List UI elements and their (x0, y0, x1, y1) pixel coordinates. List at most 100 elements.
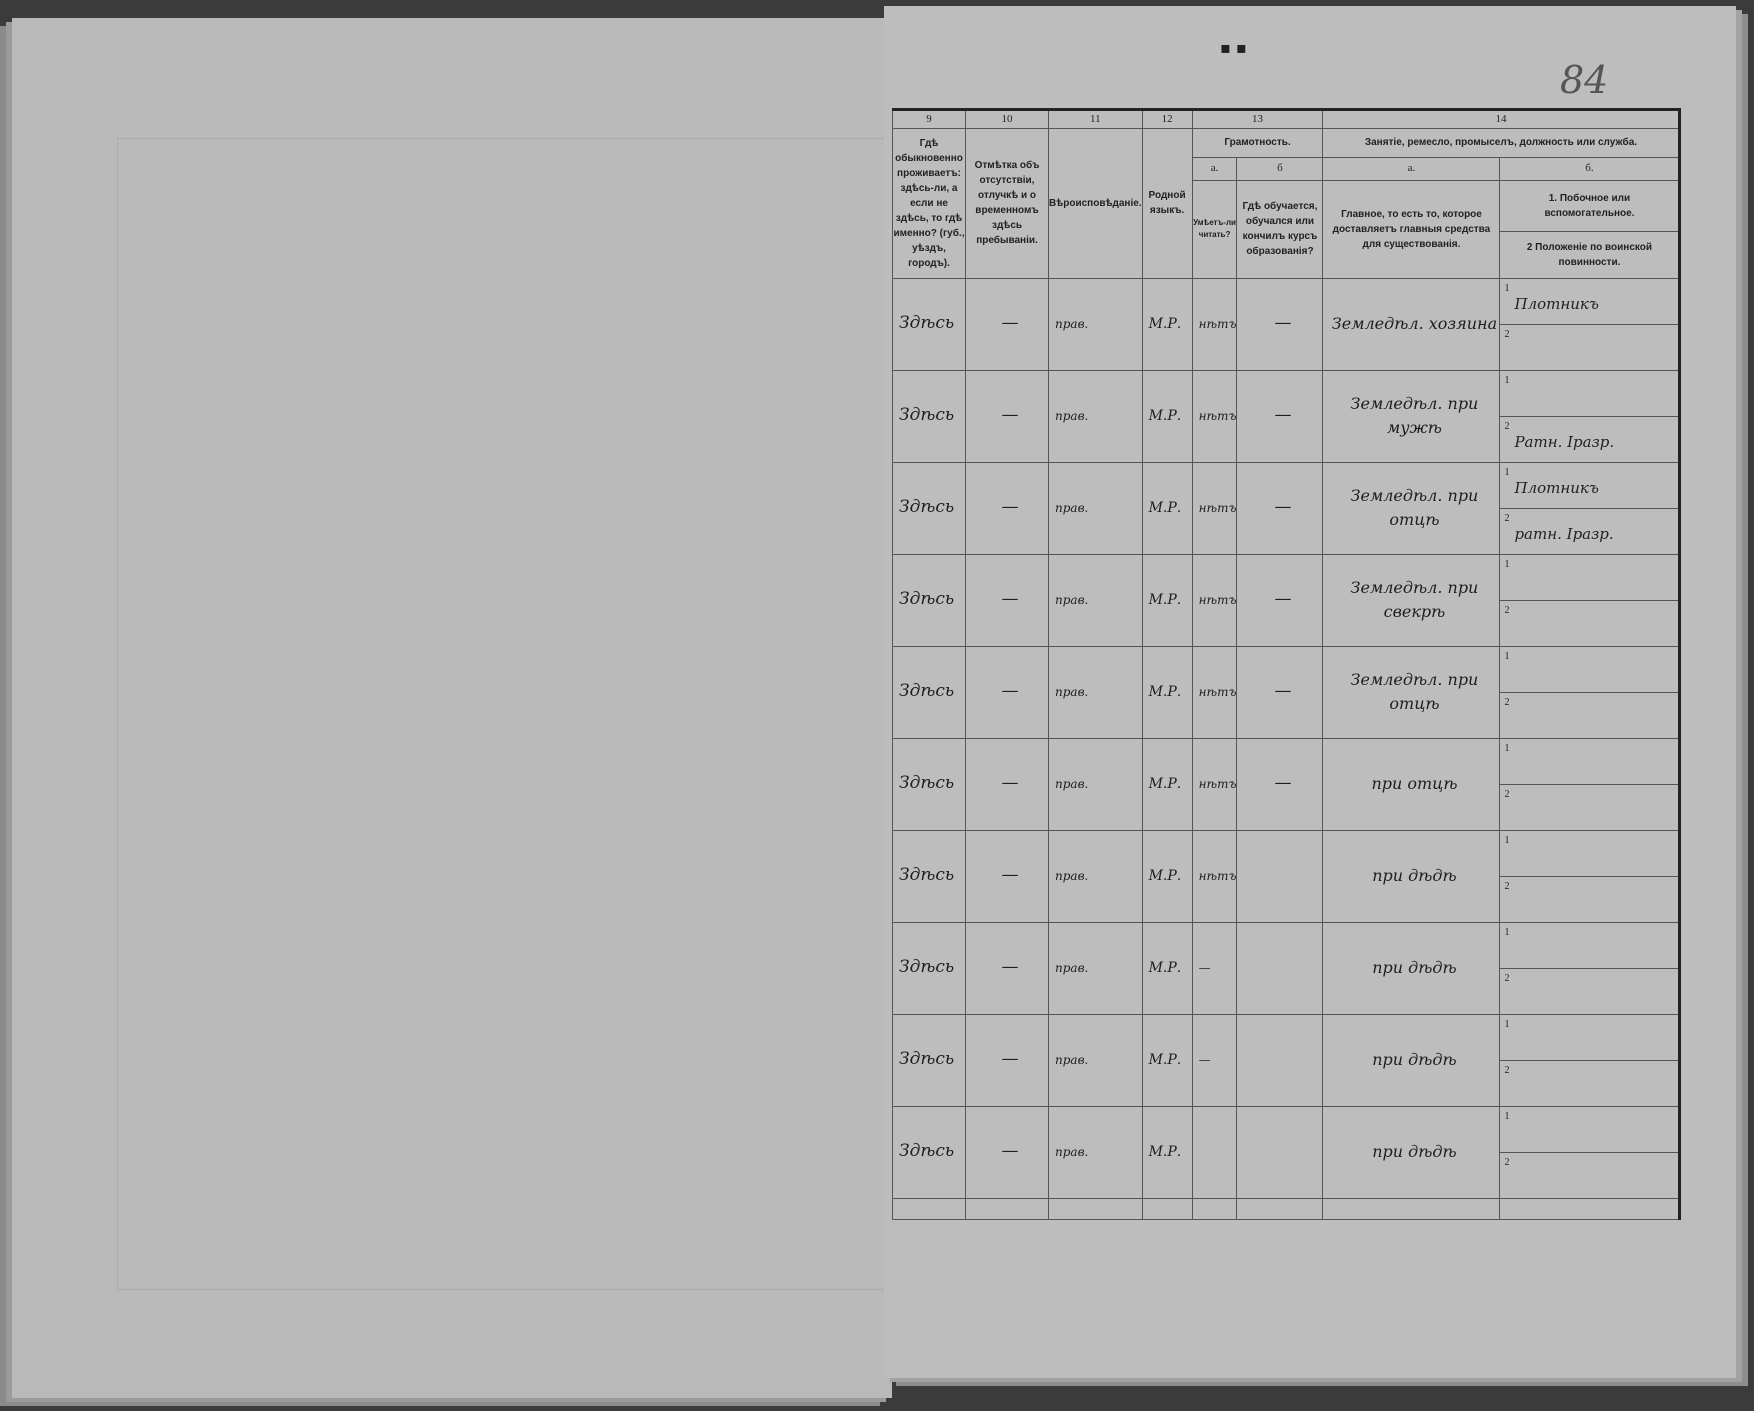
residence-cell: Здѣсь (892, 645, 966, 739)
table-row: Здѣсь — прав. М.Р. нѣтъ при дѣдѣ 1 2 (892, 829, 1681, 923)
table-row: Здѣсь — прав. М.Р. нѣтъ — Земледѣл. хозяина 1 Пл… (892, 277, 1681, 371)
table-row: Здѣсь — прав. М.Р. нѣтъ — Земледѣл. при мужѣ 1 2… (892, 369, 1681, 463)
education-cell: — (1236, 369, 1324, 463)
absence-cell: — (965, 921, 1049, 1015)
side-occupation-cell: 1 2 Ратн. Iразр. (1499, 369, 1681, 463)
sub-label-2: 2 (1504, 788, 1510, 800)
language-cell: М.Р. (1141, 369, 1193, 463)
side-occupation-1: 1 (1500, 647, 1679, 693)
residence-cell: Здѣсь (892, 277, 966, 371)
table-row: Здѣсь — прав. М.Р. при дѣдѣ 1 2 (892, 1105, 1681, 1199)
language-cell: М.Р. (1141, 645, 1193, 739)
table-row: Здѣсь — прав. М.Р. нѣтъ — Земледѣл. при свекрѣ… (892, 553, 1681, 647)
col-number-13: 13 (1191, 109, 1324, 129)
absence-cell: — (965, 553, 1049, 647)
side-occupation-2-text (1500, 877, 1678, 921)
table-row: Здѣсь — прав. М.Р. — при дѣдѣ 1 2 (892, 1013, 1681, 1107)
literacy-cell: нѣтъ (1191, 829, 1238, 923)
absence-cell: — (965, 1013, 1049, 1107)
language-cell: М.Р. (1141, 829, 1193, 923)
main-occupation-cell: при дѣдѣ (1322, 829, 1501, 923)
religion-cell: прав. (1048, 553, 1143, 647)
side-occupation-1: 1 (1500, 1107, 1679, 1153)
side-occupation-2-text: ратн. Iразр. (1514, 524, 1614, 543)
side-occupation-1-text (1500, 555, 1678, 599)
side-occupation-1: 1 Плотникъ (1500, 279, 1679, 325)
sub-label-1: 1 (1504, 466, 1510, 478)
sub-label-2: 2 (1504, 972, 1510, 984)
main-occupation-cell: Земледѣл. хозяина (1322, 277, 1501, 371)
literacy-cell: нѣтъ (1191, 645, 1238, 739)
main-occupation-cell: при дѣдѣ (1322, 1105, 1501, 1199)
absence-cell: — (965, 829, 1049, 923)
sub-label-1: 1 (1504, 926, 1510, 938)
side-occupation-2: 2 (1500, 969, 1678, 1014)
education-cell: — (1236, 737, 1324, 831)
sub-label-2: 2 (1504, 604, 1510, 616)
table-row: Здѣсь — прав. М.Р. — при дѣдѣ 1 2 (892, 921, 1681, 1015)
residence-cell: Здѣсь (892, 1013, 966, 1107)
literacy-cell: нѣтъ (1191, 461, 1238, 555)
col-number-12: 12 (1141, 109, 1193, 129)
sub-label-2: 2 (1504, 328, 1510, 340)
sub-label-2: 2 (1504, 880, 1510, 892)
language-cell: М.Р. (1141, 277, 1193, 371)
sub-label-1: 1 (1504, 282, 1510, 294)
ink-marks: ▪ ▪ (1220, 38, 1247, 57)
side-occupation-1: 1 Плотникъ (1500, 463, 1679, 509)
side-occupation-2-text (1500, 601, 1678, 645)
side-occupation-2: 2 (1500, 325, 1678, 370)
religion-cell: прав. (1048, 369, 1143, 463)
religion-cell: прав. (1048, 461, 1143, 555)
side-occupation-1-text (1500, 647, 1678, 691)
side-occupation-1: 1 (1500, 371, 1679, 417)
sub-label-1: 1 (1504, 1110, 1510, 1122)
header-language: Родной языкъ. (1141, 127, 1193, 279)
religion-cell: прав. (1048, 1105, 1143, 1199)
side-occupation-1-text: Плотникъ (1514, 294, 1599, 313)
left-page-bleedthrough-table (117, 138, 899, 1290)
sub-label-2: 2 (1504, 1156, 1510, 1168)
header-occupation: Занятіе, ремесло, промыселъ, должность и… (1322, 127, 1681, 158)
literacy-cell: нѣтъ (1191, 369, 1238, 463)
residence-cell: Здѣсь (892, 369, 966, 463)
language-cell: М.Р. (1141, 461, 1193, 555)
side-occupation-2-text (1500, 969, 1678, 1013)
absence-cell: — (965, 737, 1049, 831)
side-occupation-2: 2 (1500, 693, 1678, 738)
side-occupation-1-text (1500, 831, 1678, 875)
header-can-read: Умѣетъ-ли читать? (1191, 179, 1238, 279)
census-form-table: 9 10 11 12 13 14 Гдѣ обыкновенно прожива… (892, 108, 1682, 1220)
header-main-occupation: Главное, то есть то, которое доставляетъ… (1322, 179, 1501, 279)
absence-cell: — (965, 369, 1049, 463)
language-cell: М.Р. (1141, 921, 1193, 1015)
side-occupation-cell: 1 Плотникъ 2 ратн. Iразр. (1499, 461, 1681, 555)
side-occupation-2-text (1500, 325, 1678, 369)
header-14a-letter: а. (1322, 156, 1501, 181)
sub-label-2: 2 (1504, 420, 1510, 432)
education-cell (1236, 1013, 1324, 1107)
language-cell: М.Р. (1141, 1013, 1193, 1107)
col-number-14: 14 (1322, 109, 1681, 129)
side-occupation-1-text (1500, 923, 1678, 967)
education-cell: — (1236, 461, 1324, 555)
header-residence: Гдѣ обыкновенно проживаетъ: здѣсь-ли, а … (892, 127, 966, 279)
language-cell: М.Р. (1141, 553, 1193, 647)
side-occupation-2-text: Ратн. Iразр. (1514, 432, 1615, 451)
side-occupation-2: 2 Ратн. Iразр. (1500, 417, 1678, 462)
education-cell: — (1236, 277, 1324, 371)
main-occupation-cell: при дѣдѣ (1322, 1013, 1501, 1107)
header-14b-letter: б. (1499, 156, 1681, 181)
side-occupation-2: 2 (1500, 877, 1678, 922)
side-occupation-1: 1 (1500, 1015, 1679, 1061)
side-occupation-2: 2 (1500, 601, 1678, 646)
side-occupation-cell: 1 Плотникъ 2 (1499, 277, 1681, 371)
language-cell: М.Р. (1141, 1105, 1193, 1199)
side-occupation-2-text (1500, 1061, 1678, 1105)
language-cell: М.Р. (1141, 737, 1193, 831)
table-row: Здѣсь — прав. М.Р. нѣтъ — Земледѣл. при отцѣ 1 2 (892, 645, 1681, 739)
